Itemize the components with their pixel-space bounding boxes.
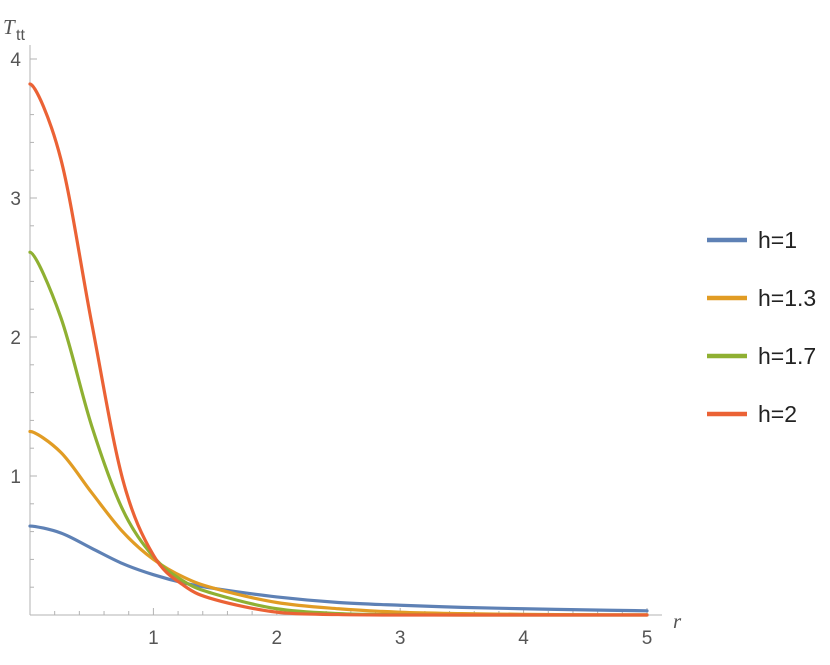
y-tick-label: 1	[10, 467, 21, 488]
x-tick-label: 2	[272, 628, 283, 649]
y-tick-label: 3	[10, 189, 21, 210]
x-axis-title: r	[673, 609, 682, 633]
x-tick-label: 4	[518, 628, 529, 649]
legend-label-h-1-3: h=1.3	[758, 285, 816, 311]
series-line-h-1	[28, 524, 649, 613]
y-axis-title: T	[3, 15, 16, 39]
y-tick-label: 4	[10, 50, 21, 71]
series-line-h-2	[28, 82, 649, 617]
x-tick-label: 1	[148, 628, 159, 649]
y-tick-label: 2	[10, 328, 21, 349]
y-axis-title-subscript: tt	[16, 27, 25, 44]
legend: h=1 h=1.3 h=1.7 h=2	[707, 227, 816, 427]
series-lines	[28, 82, 649, 617]
x-tick-label: 5	[642, 628, 653, 649]
axes: 1 2 3 4 5 1 2 3 4 r T tt	[3, 15, 682, 649]
legend-label-h-1: h=1	[758, 227, 797, 253]
series-line-h-1-7	[28, 250, 649, 617]
x-tick-label: 3	[395, 628, 406, 649]
series-line-h-1-3	[28, 429, 649, 617]
legend-label-h-1-7: h=1.7	[758, 343, 816, 369]
legend-label-h-2: h=2	[758, 401, 797, 427]
